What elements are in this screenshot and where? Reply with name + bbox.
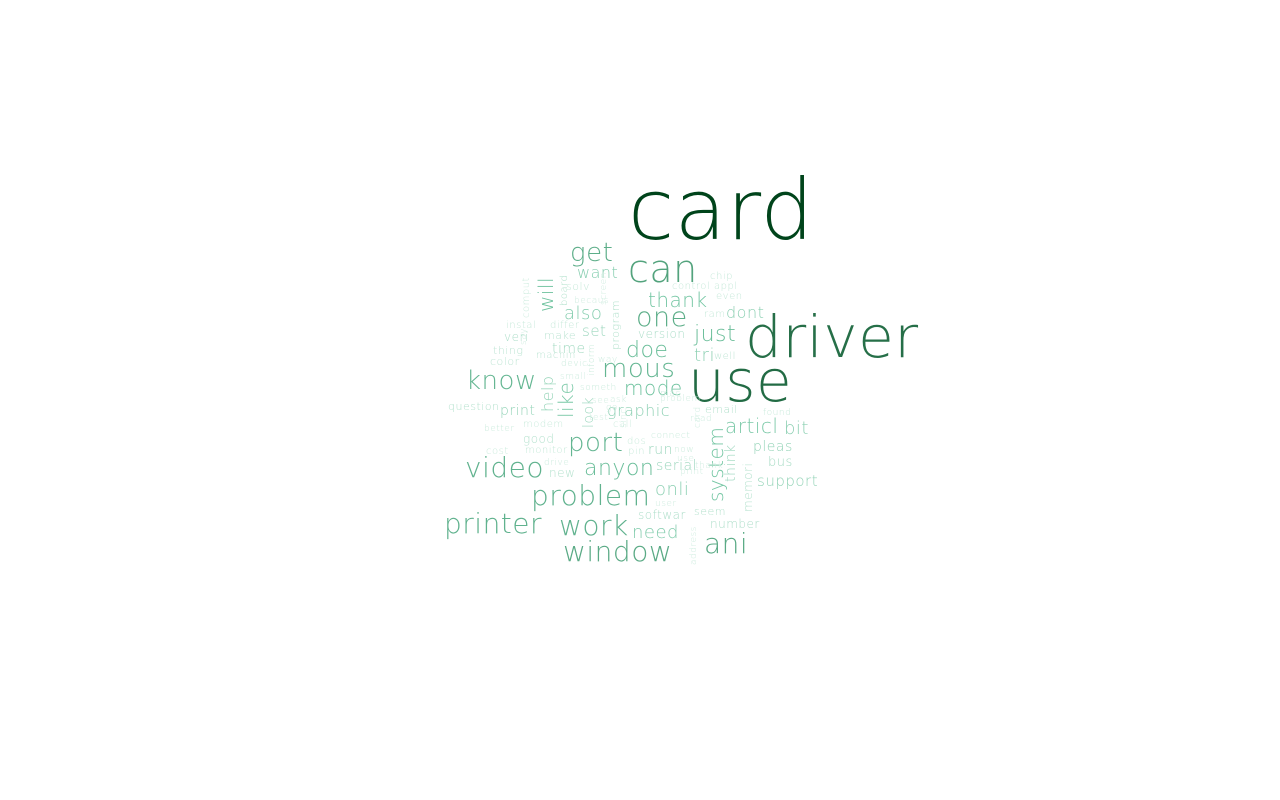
- word-monitor: monitor: [525, 445, 568, 456]
- word-get: get: [570, 238, 614, 268]
- word-printer: printer: [444, 507, 543, 540]
- word-user: user: [655, 499, 677, 509]
- word-better: better: [484, 424, 515, 434]
- word-address: address: [689, 526, 699, 565]
- word-memori: memori: [741, 462, 755, 512]
- word-question: question: [448, 400, 500, 413]
- word-new: new: [549, 466, 576, 480]
- word-veri: veri: [504, 330, 529, 344]
- word-way: way: [598, 355, 618, 365]
- word-drive: drive: [544, 458, 570, 468]
- word-instal: instal: [506, 320, 537, 331]
- word-window: window: [563, 535, 673, 568]
- word-small: small: [560, 372, 587, 382]
- word-email: email: [705, 403, 738, 416]
- word-doe: doe: [626, 338, 669, 363]
- word-ask: ask: [610, 395, 627, 405]
- word-anyon: anyon: [584, 456, 655, 481]
- word-seem: seem: [694, 505, 726, 518]
- word-program: program: [609, 299, 622, 350]
- word-good: good: [523, 432, 555, 446]
- word-dont: dont: [726, 303, 765, 322]
- word-dos: dos: [627, 436, 647, 447]
- word-problem: problem: [531, 479, 651, 512]
- word-graphic: graphic: [607, 401, 671, 420]
- word-pleas: pleas: [753, 439, 793, 455]
- word-time: time: [552, 341, 586, 357]
- word-mac: mac: [660, 389, 681, 399]
- word-bit: bit: [784, 418, 809, 439]
- word-call: call: [613, 419, 633, 430]
- word-set: set: [582, 322, 607, 340]
- word-use: use: [688, 347, 793, 415]
- word-chip: chip: [710, 271, 733, 282]
- word-print: print: [500, 403, 536, 419]
- word-thank: thank: [695, 461, 724, 471]
- word-number: number: [710, 517, 760, 531]
- word-also: also: [564, 303, 603, 324]
- word-appl: appl: [714, 281, 738, 292]
- word-becaus: becaus: [574, 296, 610, 306]
- word-tri: tri: [694, 345, 715, 366]
- word-softwar: softwar: [638, 508, 686, 522]
- word-found: found: [763, 408, 792, 418]
- word-problem: problem: [660, 394, 701, 404]
- word-think: think: [723, 444, 739, 482]
- word-onli: onli: [655, 479, 690, 500]
- word-pin: pin: [628, 446, 645, 457]
- word-read: read: [690, 414, 713, 424]
- word-well: well: [714, 351, 736, 362]
- word-one: one: [636, 302, 688, 333]
- word-sinc: sinc: [619, 408, 629, 428]
- word-thing: thing: [493, 344, 524, 357]
- word-go: go: [606, 403, 618, 413]
- word-driver: driver: [745, 303, 919, 371]
- word-comput: comput: [521, 277, 532, 318]
- word-know: know: [466, 366, 537, 396]
- word-port: port: [568, 428, 624, 458]
- word-run: run: [648, 442, 674, 458]
- word-solv: solv: [566, 280, 591, 293]
- word-cost: cost: [486, 446, 509, 457]
- word-connect: connect: [651, 431, 691, 441]
- word-someth: someth: [580, 383, 617, 393]
- word-use: use: [677, 454, 695, 464]
- word-print: print: [680, 467, 704, 477]
- word-modem: modem: [523, 419, 564, 430]
- word-help: help: [538, 375, 557, 412]
- word-serial: serial: [656, 458, 698, 474]
- word-even: even: [716, 291, 743, 302]
- word-inform: inform: [587, 343, 597, 376]
- word-like: like: [554, 381, 578, 418]
- word-video: video: [465, 451, 544, 484]
- word-card: card: [628, 161, 815, 259]
- word-bus: bus: [768, 455, 793, 470]
- word-mous: mous: [602, 354, 676, 384]
- word-ani: ani: [704, 527, 749, 560]
- word-need: need: [632, 522, 679, 543]
- word-just: just: [694, 322, 737, 347]
- word-see: see: [592, 396, 610, 406]
- word-thank: thank: [648, 288, 708, 312]
- word-work: work: [559, 509, 629, 542]
- word-differ: differ: [550, 320, 580, 331]
- word-will: will: [534, 276, 558, 312]
- word-articl: articl: [725, 414, 779, 438]
- word-now: now: [674, 445, 695, 455]
- word-test: test: [589, 413, 609, 423]
- word-can: can: [628, 247, 698, 291]
- word-ram: ram: [704, 309, 726, 320]
- word-want: want: [577, 263, 619, 282]
- word-machin: machin: [536, 350, 576, 361]
- word-mode: mode: [624, 376, 683, 400]
- word-say: say: [519, 327, 529, 345]
- word-make: make: [544, 329, 577, 342]
- word-version: version: [638, 327, 686, 341]
- word-control: control: [672, 281, 711, 292]
- word-devic: devic: [561, 359, 588, 369]
- word-support: support: [757, 472, 819, 490]
- word-color: color: [490, 355, 520, 368]
